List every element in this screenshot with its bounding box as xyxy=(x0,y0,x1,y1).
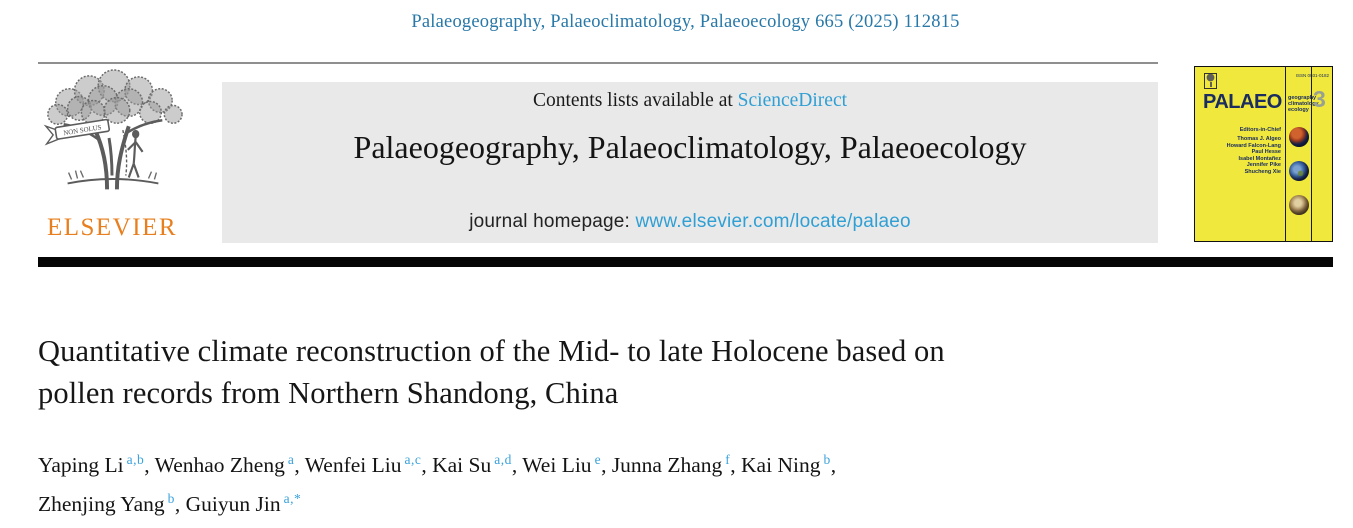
globe-paleomap-icon xyxy=(1289,127,1309,147)
author-affiliation-sup: b xyxy=(167,490,175,506)
journal-cover-thumbnail[interactable]: ISSN 0031-0182 PALAEO geography climatol… xyxy=(1194,66,1333,242)
cover-masthead: PALAEO xyxy=(1203,91,1282,113)
elsevier-wordmark: ELSEVIER xyxy=(46,214,178,241)
author-affiliation-sup: f xyxy=(725,451,731,467)
author-name: Junna Zhang xyxy=(611,453,723,477)
cover-issn: ISSN 0031-0182 xyxy=(1295,73,1329,78)
editor-name: Isabel Montañez xyxy=(1238,155,1281,162)
journal-banner: Contents lists available at ScienceDirec… xyxy=(222,82,1158,243)
author: Guiyun Jin a,* xyxy=(186,492,302,516)
author: Wenfei Liu a,c, xyxy=(305,453,432,477)
editor-name: Paul Hesse xyxy=(1251,149,1281,155)
author-name: Wenhao Zheng xyxy=(154,453,285,477)
cover-subtitle-word: ecology xyxy=(1288,107,1309,113)
article-title-line1: Quantitative climate reconstruction of t… xyxy=(38,334,945,368)
author-name: Wenfei Liu xyxy=(304,453,402,477)
globe-earth-icon xyxy=(1289,161,1309,181)
author-separator: , xyxy=(830,453,837,477)
author: Wenhao Zheng a, xyxy=(155,453,305,477)
author-separator: , xyxy=(601,453,612,477)
author: Wei Liu e, xyxy=(522,453,612,477)
author: Kai Ning b, xyxy=(741,453,836,477)
author-name: Wei Liu xyxy=(522,453,592,477)
cover-volume-numeral: 3 xyxy=(1313,86,1326,112)
author-name: Guiyun Jin xyxy=(185,492,281,516)
author-list: Yaping Li a,b, Wenhao Zheng a, Wenfei Liu a… xyxy=(38,446,836,524)
grass-strokes xyxy=(67,170,158,180)
author: Zhenjing Yang b, xyxy=(38,492,186,516)
editor-name: Jennifer Pike xyxy=(1246,162,1281,168)
author-separator: , xyxy=(730,453,742,477)
author-affiliation-sup: a,* xyxy=(283,490,302,506)
author: Junna Zhang f, xyxy=(612,453,741,477)
author-affiliation-sup: e xyxy=(594,451,602,467)
cover-subtitle-word: geography xyxy=(1288,95,1317,101)
tree-trunk xyxy=(63,119,163,190)
cover-subtitle: geography climatology ecology xyxy=(1288,95,1319,113)
contents-line-prefix: Contents lists available at xyxy=(532,90,738,111)
sciencedirect-link[interactable]: ScienceDirect xyxy=(737,90,848,111)
cover-subtitle-word: climatology xyxy=(1288,101,1319,107)
author-name: Yaping Li xyxy=(38,453,124,477)
editor-name: Howard Falcon-Lang xyxy=(1226,142,1281,149)
author-separator: , xyxy=(511,453,523,477)
author-name: Kai Su xyxy=(432,453,492,477)
author-affiliation-sup: a,b xyxy=(126,451,145,467)
editor-name: Shucheng Xie xyxy=(1244,168,1281,175)
editor-name: Thomas J. Algeo xyxy=(1237,136,1281,142)
author-name: Zhenjing Yang xyxy=(38,492,165,516)
cover-column-divider xyxy=(1285,67,1286,241)
author-affiliation-sup: a,c xyxy=(404,451,422,467)
author-name: Kai Ning xyxy=(741,453,821,477)
journal-homepage-link[interactable]: www.elsevier.com/locate/palaeo xyxy=(635,211,911,232)
cover-column-divider xyxy=(1311,67,1312,241)
article-title-line2: pollen records from Northern Shandong, C… xyxy=(38,376,619,410)
elsevier-tree-icon: NON SOLUS xyxy=(43,69,183,190)
cover-elsevier-stamp-icon xyxy=(1204,73,1217,89)
elsevier-logo[interactable]: NON SOLUS ELSEVIER xyxy=(36,66,188,245)
author: Kai Su a,d, xyxy=(432,453,522,477)
author-separator: , xyxy=(421,453,433,477)
ground-line xyxy=(67,178,159,185)
journal-title: Palaeogeography, Palaeoclimatology, Pala… xyxy=(353,129,1027,165)
homepage-line-prefix: journal homepage: xyxy=(469,211,636,232)
author-affiliation-sup: a,d xyxy=(494,451,512,467)
homepage-line: journal homepage: www.elsevier.com/locat… xyxy=(222,211,1158,233)
editors-heading: Editors-in-Chief xyxy=(1239,127,1281,133)
author-separator: , xyxy=(174,492,186,516)
author-separator: , xyxy=(294,453,305,477)
author-separator: , xyxy=(144,453,155,477)
contents-line: Contents lists available at ScienceDirec… xyxy=(222,90,1158,112)
author: Yaping Li a,b, xyxy=(38,453,155,477)
author-affiliation-sup: a xyxy=(287,451,295,467)
header-top-rule xyxy=(38,62,1158,64)
non-solus-banner: NON SOLUS xyxy=(43,118,111,146)
header-divider-bar xyxy=(38,257,1333,267)
article-title: Quantitative climate reconstruction of t… xyxy=(38,330,945,414)
ammonite-fossil-icon xyxy=(1289,195,1309,215)
cover-editors-list: Editors-in-Chief Thomas J. Algeo Howard … xyxy=(1195,127,1281,175)
author-affiliation-sup: b xyxy=(823,451,831,467)
gardener-figure xyxy=(122,129,144,178)
journal-citation: Palaeogeography, Palaeoclimatology, Pala… xyxy=(411,12,960,32)
